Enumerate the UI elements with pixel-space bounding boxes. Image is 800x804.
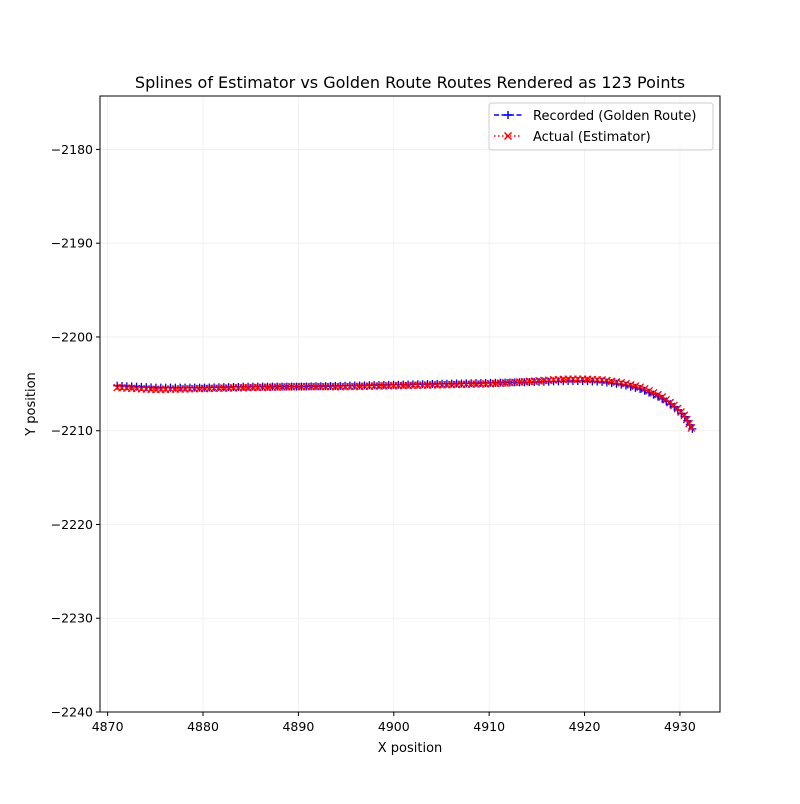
x-tick-label: 4890 (282, 719, 314, 734)
y-tick-label: −2190 (51, 236, 93, 251)
data-point-actual (626, 380, 635, 389)
data-point-actual (682, 415, 691, 424)
x-tick-label: 4930 (664, 719, 696, 734)
x-tick-label: 4880 (187, 719, 219, 734)
y-tick-label: −2180 (51, 142, 93, 157)
y-tick-label: −2210 (51, 423, 93, 438)
data-point-actual (631, 382, 640, 390)
data-point-actual (662, 395, 671, 404)
y-tick-label: −2200 (51, 329, 93, 344)
data-point-actual (666, 398, 674, 407)
axes-frame (99, 95, 721, 713)
legend-marker-recorded (504, 111, 512, 119)
data-point-actual (658, 393, 667, 401)
x-tick-label: 4920 (569, 719, 601, 734)
data-point-actual (622, 379, 630, 388)
legend-label-recorded: Recorded (Golden Route) (533, 109, 696, 124)
data-point-actual (636, 383, 645, 392)
x-axis-label: X position (378, 741, 443, 756)
data-point-actual (640, 384, 649, 393)
legend-marker-actual (503, 131, 513, 141)
ticks: 4870 4880 4890 4900 4910 4920 4930 −2240 −2230 −2… (51, 142, 696, 734)
chart-title: Splines of Estimator vs Golden Route Rou… (135, 73, 685, 92)
y-tick-label: −2230 (51, 611, 93, 626)
x-tick-label: 4870 (92, 719, 124, 734)
y-axis-label: Y position (24, 372, 39, 437)
y-tick-label: −2240 (51, 705, 93, 720)
data-point-actual (649, 388, 658, 397)
data-point-actual (687, 423, 696, 432)
data-point-actual (653, 390, 662, 399)
x-tick-label: 4900 (378, 719, 410, 734)
legend-box (488, 102, 714, 151)
series-line-actual (117, 378, 693, 429)
data-point-actual (685, 419, 694, 428)
data-point-actual (645, 386, 654, 395)
series-layer (113, 375, 697, 433)
data-point-actual (617, 378, 626, 387)
legend-label-actual: Actual (Estimator) (533, 130, 651, 145)
legend: Recorded (Golden Route) Actual (Estimato… (488, 102, 714, 151)
x-tick-label: 4910 (473, 719, 505, 734)
y-tick-label: −2220 (51, 517, 93, 532)
data-point-actual (680, 411, 689, 420)
